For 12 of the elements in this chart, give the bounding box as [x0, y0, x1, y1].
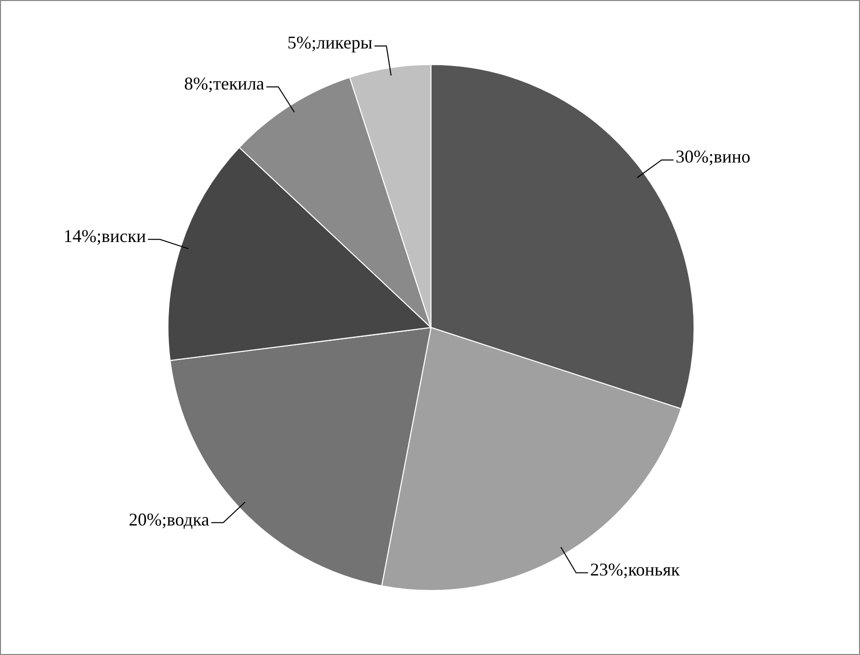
data-label: 14%;: [63, 226, 102, 246]
slice-label: водка: [166, 509, 210, 530]
slice-label: текила: [213, 74, 264, 94]
data-label: 8%;: [184, 74, 214, 94]
data-label: 30%;: [676, 146, 714, 167]
slice-label: вино: [714, 146, 750, 167]
slice-label: ликеры: [316, 32, 372, 53]
slice-label: виски: [101, 226, 146, 246]
data-label: 23%;: [590, 560, 628, 580]
slice-label: коньяк: [628, 560, 680, 580]
data-label: 5%;: [287, 32, 316, 53]
data-label: 20%;: [128, 509, 167, 530]
